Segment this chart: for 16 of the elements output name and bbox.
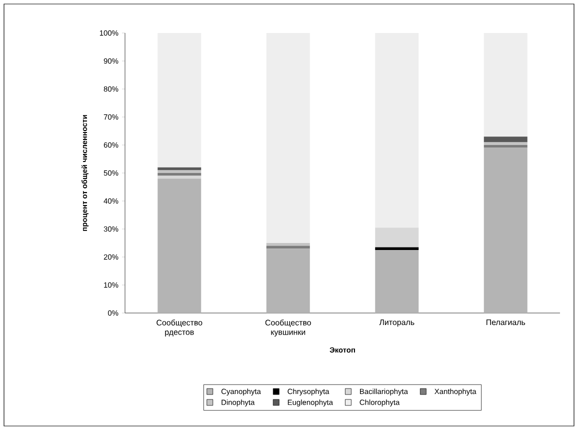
bar [375, 247, 419, 250]
bar [158, 178, 202, 313]
bar [158, 32, 202, 168]
bar [375, 32, 419, 228]
bar [484, 148, 528, 313]
bar [484, 136, 528, 142]
bar [158, 170, 202, 173]
bar [375, 228, 419, 248]
bar [484, 145, 528, 148]
bar [266, 248, 310, 313]
bar [375, 250, 419, 313]
bar [158, 173, 202, 176]
bar [484, 142, 528, 145]
bar [266, 243, 310, 246]
bar [484, 32, 528, 137]
bar [266, 32, 310, 243]
